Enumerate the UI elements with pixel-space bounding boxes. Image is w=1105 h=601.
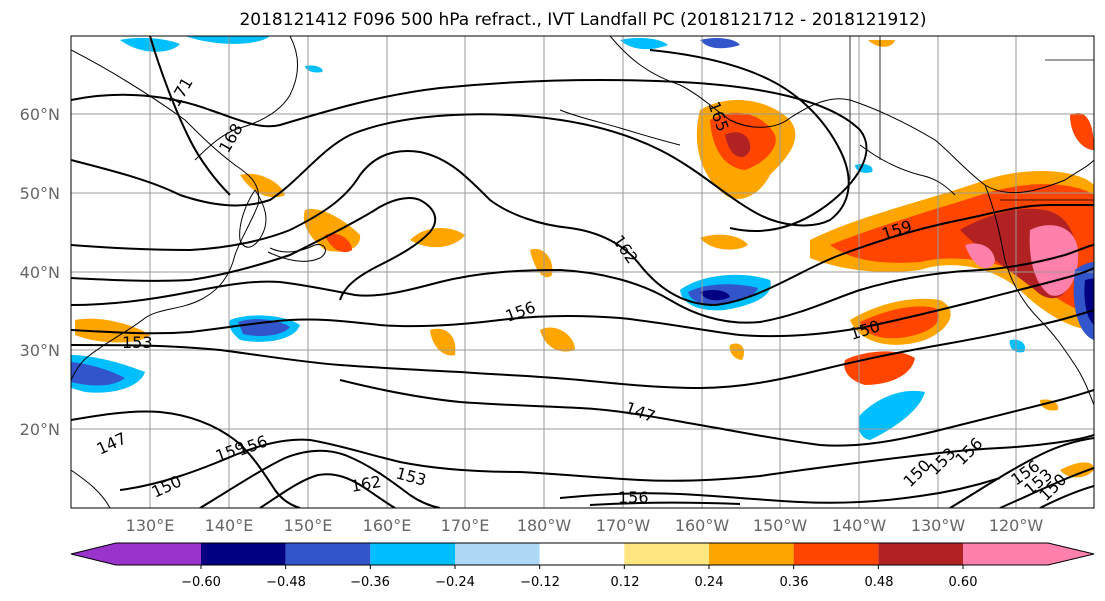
colorbar-tick-label: −0.12 <box>520 575 560 590</box>
lat-label: 20°N <box>20 420 60 439</box>
map-panel: 171 168 165 162 159 156 153 150 147 159 … <box>70 35 1095 509</box>
colorbar-segment <box>285 543 371 565</box>
lon-label: 170°E <box>441 516 490 535</box>
colorbar-tick-label: 0.24 <box>695 575 724 590</box>
colorbar-tick-label: −0.60 <box>181 575 221 590</box>
lat-label: 30°N <box>20 341 60 360</box>
colorbar-outline <box>70 542 1095 566</box>
colorbar-segment <box>370 543 455 565</box>
colorbar-tick-label: 0.12 <box>611 575 640 590</box>
colorbar-labels: −0.60 −0.48 −0.36 −0.24 −0.12 0.12 0.24 … <box>181 575 977 590</box>
colorbar-ticks <box>200 565 964 569</box>
lon-label: 170°W <box>596 516 651 535</box>
colorbar-tick-label: −0.48 <box>266 575 306 590</box>
colorbar: −0.60 −0.48 −0.36 −0.24 −0.12 0.12 0.24 … <box>70 542 1095 590</box>
colorbar-tick-label: −0.36 <box>350 575 390 590</box>
shade-japan-red <box>325 233 352 253</box>
borders <box>849 36 1094 201</box>
contour-label: 156 <box>618 488 649 507</box>
lon-label: 150°W <box>753 516 808 535</box>
colorbar-segment <box>539 543 625 565</box>
shade-kamchatka-orange <box>240 173 285 198</box>
shade-small-orange-2 <box>1060 462 1094 478</box>
shade-alaska-dark <box>725 132 751 158</box>
colorbar-extend-high <box>963 543 1094 565</box>
map-frame <box>70 35 1095 509</box>
height-contours <box>71 36 1094 508</box>
lon-label: 130°E <box>126 516 175 535</box>
lon-label: 160°W <box>675 516 730 535</box>
colorbar-segments <box>71 543 1094 565</box>
shade-neg-pac-navy <box>700 289 730 301</box>
latitude-labels: 60°N 50°N 40°N 30°N 20°N <box>20 105 60 439</box>
shade-pac-orange-4 <box>430 328 456 356</box>
lon-label: 150°E <box>284 516 333 535</box>
graticule <box>71 36 1094 508</box>
colorbar-segment <box>455 543 540 565</box>
colorbar-segment <box>201 543 286 565</box>
shade-neg-small-2 <box>305 65 323 73</box>
lat-label: 50°N <box>20 184 60 203</box>
shade-pac-orange-3 <box>540 327 575 352</box>
lat-label: 40°N <box>20 263 60 282</box>
colorbar-tick-label: 0.60 <box>949 575 978 590</box>
figure-title: 2018121412 F096 500 hPa refract., IVT La… <box>239 10 926 30</box>
shade-neg-top-3 <box>620 37 668 50</box>
shade-neg-top-2 <box>185 36 270 44</box>
lat-label: 60°N <box>20 105 60 124</box>
colorbar-segment <box>878 543 963 565</box>
shade-neg-sw-blue <box>71 362 125 386</box>
lon-label: 160°E <box>363 516 412 535</box>
shade-edge-red <box>1070 113 1094 150</box>
contour-label: 153 <box>122 333 153 352</box>
shade-pac-orange-5 <box>700 234 748 250</box>
colorbar-tick-label: −0.24 <box>435 575 475 590</box>
negative-shading <box>71 36 1094 440</box>
shade-nw-pink-2 <box>965 243 995 269</box>
shade-neg-top-4 <box>700 37 740 49</box>
lon-label: 120°W <box>989 516 1044 535</box>
lon-label: 180°W <box>517 516 572 535</box>
shade-neg-small-1 <box>1009 339 1026 353</box>
shade-neg-edge-navy <box>1084 278 1094 325</box>
shade-top-orange <box>868 40 895 47</box>
longitude-labels: 130°E 140°E 150°E 160°E 170°E 180°W 170°… <box>126 516 1044 535</box>
colorbar-segment <box>624 543 709 565</box>
colorbar-extend-low <box>71 543 201 565</box>
lon-label: 130°W <box>911 516 966 535</box>
colorbar-tick-label: 0.36 <box>780 575 809 590</box>
colorbar-segment <box>709 543 794 565</box>
colorbar-segment <box>793 543 879 565</box>
shade-small-orange-3 <box>729 343 745 360</box>
shade-neg-se-cyan <box>858 390 925 440</box>
colorbar-tick-label: 0.48 <box>865 575 894 590</box>
lon-label: 140°W <box>832 516 887 535</box>
shade-pac-orange-1 <box>410 228 465 248</box>
lon-label: 140°E <box>205 516 254 535</box>
shade-sw-orange <box>75 318 150 343</box>
